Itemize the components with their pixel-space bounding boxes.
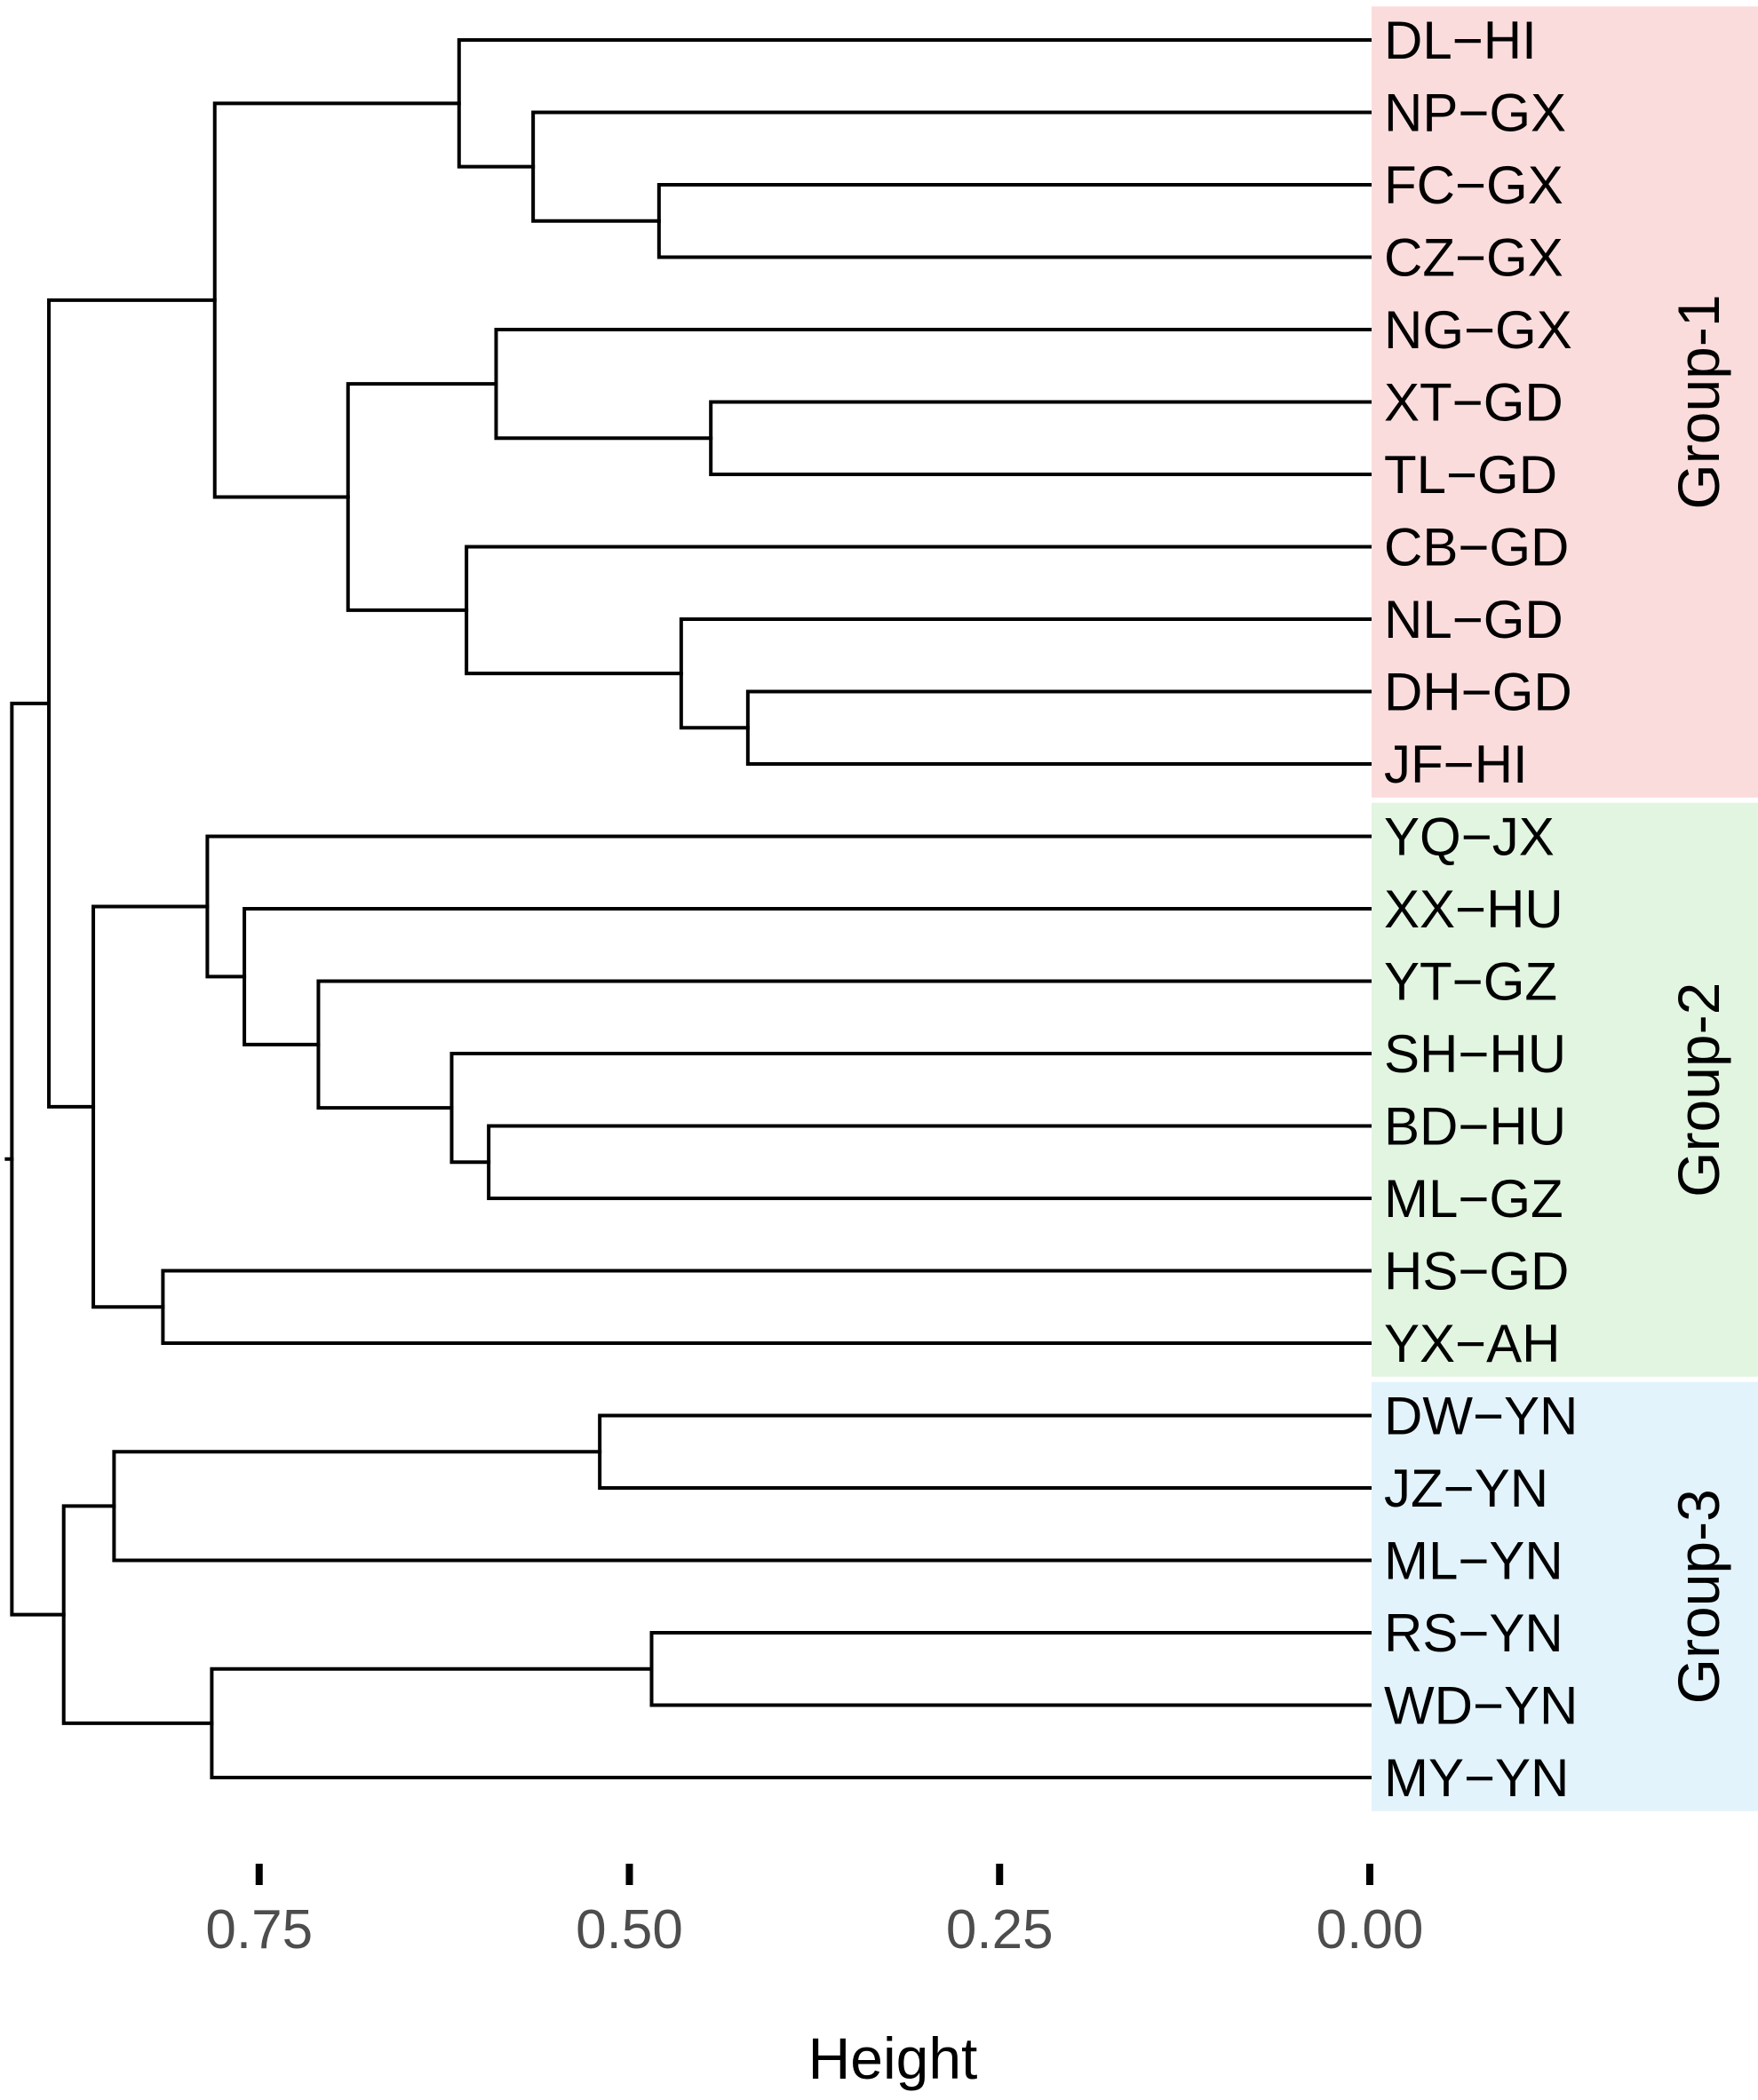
group-labels: Group-1 Group-2 Group-3 [1666, 294, 1731, 1704]
dendrogram-branch [316, 979, 1372, 1110]
dendrogram-branch [212, 101, 461, 499]
x-tick-label: 0.75 [205, 1899, 313, 1961]
dendrogram-branch [210, 1666, 1372, 1779]
group-bands [1372, 6, 1758, 1811]
x-axis: 0.75 0.50 0.25 0.00 [205, 1864, 1423, 1961]
x-tick-label: 0.50 [576, 1899, 683, 1961]
group-label-3: Group-3 [1666, 1489, 1731, 1704]
leaf-label: WD−YN [1384, 1676, 1578, 1736]
dendrogram-branch [709, 400, 1372, 476]
x-tick-label: 0.00 [1317, 1899, 1424, 1961]
dendrogram-branch [91, 904, 210, 1309]
dendrogram-branch [346, 382, 498, 612]
x-axis-title: Height [808, 2025, 978, 2091]
leaf-label: MY−YN [1384, 1748, 1569, 1808]
leaf-label: YX−AH [1384, 1314, 1560, 1373]
leaf-label: RS−YN [1384, 1603, 1563, 1663]
leaf-label: ML−GZ [1384, 1169, 1563, 1229]
dendrogram-branch [205, 834, 1372, 979]
leaf-label: YQ−JX [1384, 807, 1555, 867]
dendrogram-branches [4, 38, 1372, 1779]
dendrogram-branch [649, 1631, 1372, 1707]
dendrogram-branch [61, 1504, 214, 1725]
leaf-label: BD−HU [1384, 1097, 1566, 1157]
leaf-label: YT−GZ [1384, 952, 1557, 1012]
leaf-label: DW−YN [1384, 1387, 1578, 1446]
dendrogram-branch [243, 907, 1372, 1046]
leaf-label: NG−GX [1384, 300, 1572, 360]
dendrogram-branch [745, 689, 1372, 766]
leaf-label: XT−GD [1384, 373, 1563, 433]
leaf-label: DH−GD [1384, 663, 1572, 722]
dendrogram-branch [161, 1269, 1372, 1345]
leaf-label: TL−GD [1384, 445, 1557, 505]
leaf-label: JF−HI [1384, 735, 1528, 794]
leaf-label: DL−HI [1384, 11, 1537, 70]
group-label-1: Group-1 [1666, 294, 1731, 509]
leaf-label: JZ−YN [1384, 1459, 1548, 1518]
leaf-labels: DL−HI NP−GX FC−GX CZ−GX NG−GX XT−GD TL−GD CB−GD… [1384, 11, 1578, 1808]
leaf-label: ML−YN [1384, 1531, 1563, 1591]
dendrogram-branch [457, 38, 1372, 169]
dendrogram-branch [10, 701, 66, 1617]
dendrogram-branch [679, 617, 1372, 730]
leaf-label: CB−GD [1384, 518, 1569, 577]
leaf-label: SH−HU [1384, 1024, 1566, 1084]
group-band-3 [1372, 1381, 1758, 1811]
dendrogram-branch [465, 545, 1372, 676]
dendrogram-branch [449, 1052, 1372, 1165]
x-tick-label: 0.25 [946, 1899, 1054, 1961]
leaf-label: CZ−GX [1384, 228, 1563, 288]
leaf-label: XX−HU [1384, 879, 1563, 939]
group-band-2 [1372, 802, 1758, 1377]
dendrogram-branch [598, 1413, 1372, 1490]
leaf-label: NL−GD [1384, 590, 1563, 649]
group-band-1 [1372, 6, 1758, 798]
group-label-2: Group-2 [1666, 982, 1731, 1197]
dendrogram-branch [47, 298, 217, 1109]
leaf-label: NP−GX [1384, 84, 1566, 143]
dendrogram-branch [112, 1450, 1372, 1563]
leaf-label: HS−GD [1384, 1242, 1569, 1301]
dendrogram-branch [487, 1124, 1372, 1200]
dendrogram-branch [494, 328, 1372, 441]
dendrogram-branch [656, 183, 1372, 259]
leaf-label: FC−GX [1384, 155, 1563, 215]
